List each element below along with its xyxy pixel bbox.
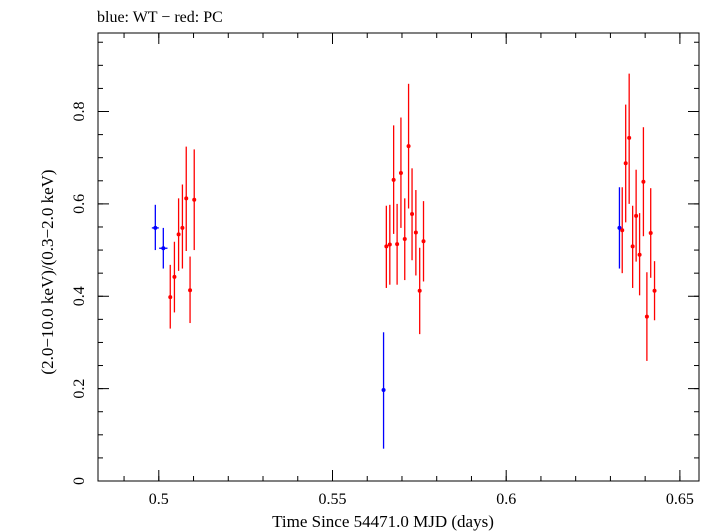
data-point <box>648 230 653 235</box>
plot-frame <box>97 32 700 482</box>
data-point <box>617 225 622 230</box>
data-point <box>395 242 400 247</box>
data-point <box>406 144 411 149</box>
chart-title: blue: WT − red: PC <box>97 9 223 26</box>
data-point <box>153 225 158 230</box>
data-point <box>192 197 197 202</box>
y-tick-label: 0.4 <box>71 286 88 306</box>
data-point <box>620 228 625 233</box>
data-point <box>410 212 415 217</box>
data-point <box>391 177 396 182</box>
data-point <box>641 179 646 184</box>
data-point <box>180 225 185 230</box>
data-point <box>637 252 642 257</box>
data-point <box>623 161 628 166</box>
x-tick-label: 0.5 <box>149 491 169 508</box>
x-tick-label: 0.65 <box>666 491 694 508</box>
x-tick-label: 0.6 <box>496 491 516 508</box>
data-point <box>188 288 193 293</box>
data-point <box>398 170 403 175</box>
y-tick-label: 0.8 <box>71 102 88 122</box>
data-point <box>172 274 177 279</box>
y-tick-label: 0.2 <box>71 379 88 399</box>
x-axis-label: Time Since 54471.0 MJD (days) <box>272 512 494 531</box>
series-blue <box>151 187 622 449</box>
data-point <box>627 135 632 140</box>
data-point <box>384 244 389 249</box>
data-point <box>387 242 392 247</box>
data-points <box>151 73 657 449</box>
data-point <box>652 288 657 293</box>
data-point <box>176 232 181 237</box>
y-tick-label: 0 <box>71 477 88 485</box>
data-point <box>630 244 635 249</box>
x-tick-label: 0.55 <box>318 491 346 508</box>
y-axis-label: (2.0−10.0 keV)/(0.3−2.0 keV) <box>38 169 57 374</box>
data-point <box>421 239 426 244</box>
data-point <box>413 230 418 235</box>
axis-ticks <box>98 33 699 482</box>
data-point <box>184 196 189 201</box>
data-point <box>634 213 639 218</box>
data-point <box>402 236 407 241</box>
data-point <box>161 246 166 251</box>
data-point <box>644 314 649 319</box>
data-point <box>168 295 173 300</box>
y-tick-labels: 0 0.2 0.4 0.6 0.8 <box>71 102 88 485</box>
data-point <box>381 388 386 393</box>
data-point <box>417 288 422 293</box>
y-tick-label: 0.6 <box>71 194 88 214</box>
x-tick-labels: 0.5 0.55 0.6 0.65 <box>149 491 694 508</box>
series-red <box>168 73 657 361</box>
